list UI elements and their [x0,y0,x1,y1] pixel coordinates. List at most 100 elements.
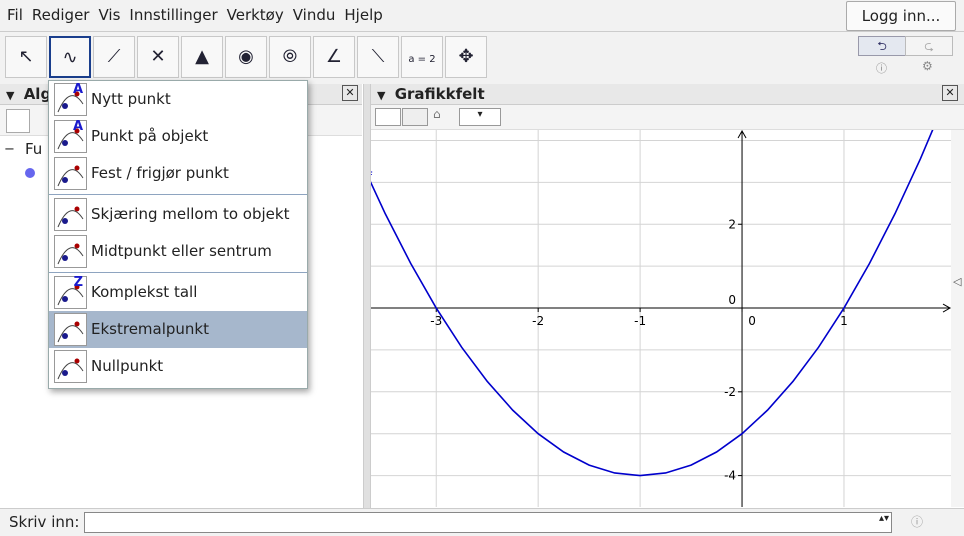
dropdown-item[interactable]: Fest / frigjør punkt [49,155,307,192]
x-tick-label: 0 [748,314,756,328]
axes-toggle[interactable] [375,108,401,126]
y-tick-label: -2 [724,385,736,399]
icon-graphic [57,165,84,187]
dropdown-item[interactable]: A Punkt på objekt [49,118,307,155]
undo-button[interactable]: ⮌ [858,36,906,56]
icon-text: A [72,82,83,97]
icon-text: Z [73,275,83,290]
x-tick-label: -2 [532,314,544,328]
algebra-title: Alg [23,85,52,103]
item-label: Nullpunkt [91,357,164,375]
y-tick-label: -4 [724,469,736,483]
x-tick-label: 1 [840,314,848,328]
tool-button[interactable]: ✕ [137,36,179,78]
tool-button[interactable]: ◉ [225,36,267,78]
item-label: Midtpunkt eller sentrum [91,242,272,260]
close-button[interactable]: ✕ [942,85,958,101]
item-icon [54,157,87,190]
menu-item[interactable]: Innstillinger [129,6,218,24]
tool-button[interactable]: ✥ [445,36,487,78]
x-tick-label: -1 [634,314,646,328]
graphics-title: Grafikkfelt [394,85,485,103]
graphics-header: ▼ Grafikkfelt ✕ [371,84,964,105]
splitter [363,84,371,508]
dropdown-item[interactable]: A Nytt punkt [49,81,307,118]
settings-icon[interactable]: ⚙ [922,59,933,73]
tool-label: a = 2 [408,54,436,65]
plot-area [371,130,934,477]
redo-button[interactable]: ⮎ [905,36,953,56]
y-tick-label: 2 [728,217,736,231]
tool-button[interactable]: a = 2 [401,36,443,78]
close-button[interactable]: ✕ [342,85,358,101]
dropdown-item[interactable]: Z Komplekst tall [49,274,307,311]
style-dropdown[interactable]: ▾ [459,108,501,126]
function-curve [371,130,934,477]
item-icon [54,313,87,346]
dropdown-item[interactable]: Ekstremalpunkt [49,311,307,348]
item-icon: A [54,119,87,153]
tool-dropdown: A Nytt punkt A Punkt på objekt Fest / frigjø… [48,80,308,389]
help-icon[interactable]: ⓘ [911,515,924,529]
item-icon [54,350,87,383]
axis-arrow [942,303,951,313]
item-icon [54,235,87,268]
tool-button[interactable]: ⟍ [357,36,399,78]
icon-graphic [57,284,84,306]
separator [49,194,307,195]
tree-toggle[interactable]: − [4,142,15,157]
tool-button[interactable]: ▲ [181,36,223,78]
menu-item[interactable]: Rediger [31,6,90,24]
grid-toggle[interactable] [402,108,428,126]
y-tick-label: 0 [728,293,736,307]
item-label: Skjæring mellom to objekt [91,205,290,223]
separator [49,272,307,273]
menu-item[interactable]: Vis [98,6,121,24]
curve-label: f [371,170,373,184]
item-label: Nytt punkt [91,90,171,108]
menu-item[interactable]: Verktøy [226,6,284,24]
input-bar: Skriv inn: ▴▾ ⓘ [0,508,964,536]
tool-button[interactable]: ⟋ [93,36,135,78]
tool-button[interactable]: ⦾ [269,36,311,78]
icon-graphic [57,358,84,380]
item-label: Komplekst tall [91,283,198,301]
icon-text: A [72,119,83,134]
graphics-toolbar: ⌂ ▾ [371,105,964,130]
icon-graphic [57,91,84,113]
home-button[interactable]: ⌂ [433,107,441,121]
input-field[interactable]: ▴▾ [84,512,892,533]
icon-graphic [57,243,84,265]
side-strip: ◁ [951,130,964,507]
icon-graphic [57,206,84,228]
object-dot[interactable] [25,168,35,178]
axis-arrow [737,130,747,139]
item-label: Fest / frigjør punkt [91,164,229,182]
tool-button[interactable]: ↖ [5,36,47,78]
tool-button[interactable]: ∿ [49,36,91,78]
input-label: Skriv inn: [9,513,80,531]
toolbar: ↖ ∿ ⟋ ✕ ▲ ◉ ⦾ ∠ ⟍ a = 2 ✥ [0,32,964,84]
menu-bar: Fil Rediger Vis Innstillinger Verktøy Vindu Hj… [0,0,964,32]
dropdown-item[interactable]: Midtpunkt eller sentrum [49,233,307,270]
menu-item[interactable]: Hjelp [344,6,383,24]
menu-item[interactable]: Vindu [292,6,336,24]
item-icon: A [54,82,87,116]
x-tick-label: -3 [430,314,442,328]
login-button[interactable]: Logg inn... [846,1,956,31]
icon-graphic [57,128,84,150]
icon-graphic [57,321,84,343]
dropdown-item[interactable]: Nullpunkt [49,348,307,385]
help-icon[interactable]: ⓘ [876,62,887,75]
algebra-item: Fu [25,140,43,158]
item-icon: Z [54,275,87,309]
item-label: Ekstremalpunkt [91,320,210,338]
item-label: Punkt på objekt [91,127,209,145]
dropdown-item[interactable]: Skjæring mellom to objekt [49,196,307,233]
item-icon [54,198,87,231]
tool-button[interactable]: ∠ [313,36,355,78]
algebra-style-button[interactable] [6,109,30,133]
menu-item[interactable]: Fil [7,6,23,24]
graphics-view: -3 -2 -1 0 1 -4 -2 0 2 f [371,130,951,507]
